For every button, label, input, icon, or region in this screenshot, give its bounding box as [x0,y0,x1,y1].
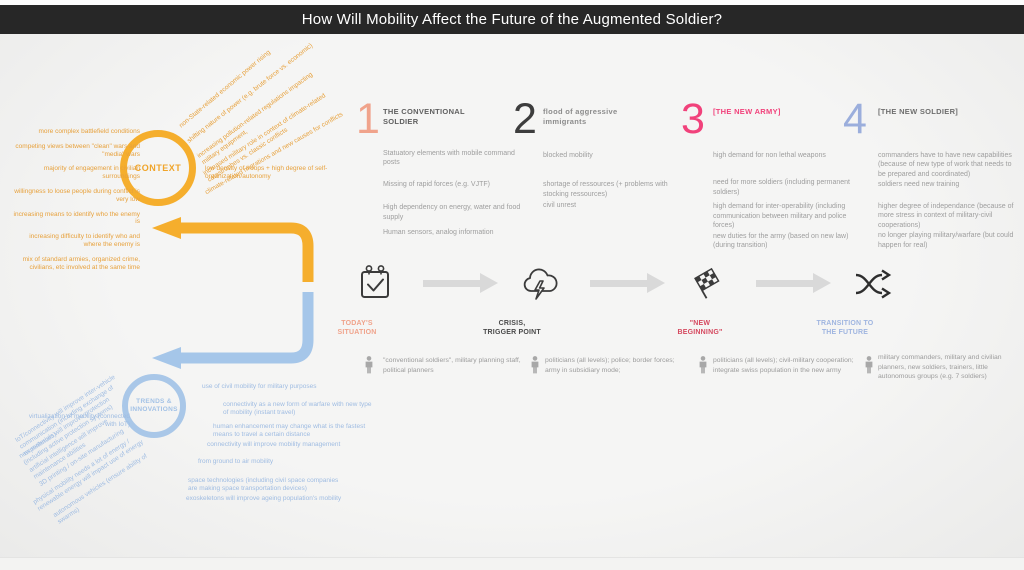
context-connector-arrow [180,222,314,282]
page-title: How Will Mobility Affect the Future of t… [301,11,723,28]
stakeholders-3: politicians (all levels); civil-military… [713,357,854,374]
context-item: mix of standard armies, organized crime,… [22,255,140,271]
person-icon [865,356,873,374]
context-left-list: more complex battlefield conditions comp… [10,128,140,278]
stage-item: civil unrest [543,202,577,210]
stakeholders-2: politicians (all levels); police; border… [545,357,675,374]
flow-arrow-bar [590,280,647,287]
stage-items-1: Statuatory elements with mobile command … [383,149,523,238]
stage-number-3: 3 [681,95,705,143]
flow-arrow [423,272,499,294]
flow-arrow-head [647,273,665,293]
person-icon [531,356,539,374]
stage-label-2: CRISIS, TRIGGER POINT [483,320,541,337]
stage-item: shortage of ressources (+ problems with … [543,181,668,198]
context-item: willingness to loose people during confl… [14,187,140,203]
trends-connector-arrow [180,292,314,364]
trends-arrowhead-icon [152,347,181,369]
stage-number-1: 1 [356,95,380,143]
flow-arrow-head [480,273,498,293]
stage-item: new duties for the army (based on new la… [713,232,849,250]
stage-item: High dependency on energy, water and foo… [383,204,521,221]
stage-item: need for more soldiers (including perman… [713,179,850,196]
trends-item: connectivity as a new form of warfare wi… [223,401,372,417]
stage-label-4: TRANSITION TO THE FUTURE [816,320,874,337]
trends-item: use of civil mobility for military purpo… [202,383,317,390]
stage-label-1: TODAY'S SITUATION [337,320,377,337]
stage-item: Statuatory elements with mobile command … [383,150,515,167]
context-label: CONTEXT [134,163,182,173]
context-item: majority of engagement in civilian surro… [43,165,140,181]
context-item: more complex battlefield conditions [38,128,140,135]
context-item: competing views between "clean" wars and… [15,142,140,158]
trends-item: connectivity will improve mobility manag… [207,441,341,448]
stage-items-2: blocked mobility shortage of ressources … [543,151,683,211]
stage-title-4: [THE NEW SOLDIER] [878,107,959,116]
stakeholders-4: military commanders, military and civili… [878,354,1002,381]
stage-item: Human sensors, analog information [383,229,494,237]
trends-item: space technologies (including civil spac… [188,477,339,493]
connector-arrows [152,217,314,369]
footer-strip [0,557,1024,570]
stage-item: Missing of rapid forces (e.g. VJTF) [383,180,490,188]
checkered-flag-icon [694,267,720,299]
top-strip [0,0,1024,5]
person-icon [365,356,373,374]
stage-item: high demand for non lethal weapons [713,152,826,159]
person-icon [699,356,707,374]
context-arrowhead-icon [152,217,181,239]
trends-item: human enhancement may change what is the… [213,423,366,439]
flow-arrow-head [813,273,831,293]
stage-item: commanders have to have new capabilities… [878,152,1012,178]
stage-label-3: "NEW BEGINNING" [677,320,723,337]
flow-arrow-bar [756,280,813,287]
trends-label-line1: TRENDS & [136,397,172,405]
stage-title-1: THE CONVENTIONAL SOLDIER [383,107,465,126]
stage-number-2: 2 [513,95,537,143]
flow-arrow-bar [423,280,480,287]
context-item: increasing difficulty to identify who an… [29,233,140,248]
shuffle-icon [855,269,892,299]
cloud-lightning-icon [523,268,558,300]
stage-item: soldiers need new training [878,181,960,189]
stage-title-3: [THE NEW ARMY] [713,107,781,116]
stage-item: high demand for inter-operability (inclu… [713,203,847,230]
stage-title-2: flood of aggressive immigrants [543,107,618,126]
context-item: increasing means to identify who the ene… [13,210,140,226]
stage-number-4: 4 [843,95,867,143]
context-horizontal-item: low density of troops + high degree of s… [205,165,328,181]
flow-arrow [590,272,666,294]
context-circle: CONTEXT [120,130,196,206]
stage-items-3: high demand for non lethal weapons need … [713,151,853,251]
trends-item: from ground to air mobility [198,458,274,465]
stage-item: higher degree of independance (because o… [878,202,1014,229]
flow-arrow [756,272,832,294]
stage-item: no longer playing military/warfare (but … [878,232,1014,249]
trends-item: exoskeletons will improve ageing populat… [186,495,342,502]
stakeholders-1: "conventional soldiers", military planni… [383,357,521,374]
trends-left-item: virtualization of mobility (connected wi… [28,413,130,429]
stage-items-4: commanders have to have new capabilities… [878,151,1018,250]
title-bar: How Will Mobility Affect the Future of t… [0,5,1024,34]
trends-label: TRENDS & INNOVATIONS [130,398,177,414]
trends-circle: TRENDS & INNOVATIONS [122,374,186,438]
trends-label-line2: INNOVATIONS [130,406,178,413]
calendar-check-icon [361,265,389,298]
stage-item: blocked mobility [543,152,593,159]
